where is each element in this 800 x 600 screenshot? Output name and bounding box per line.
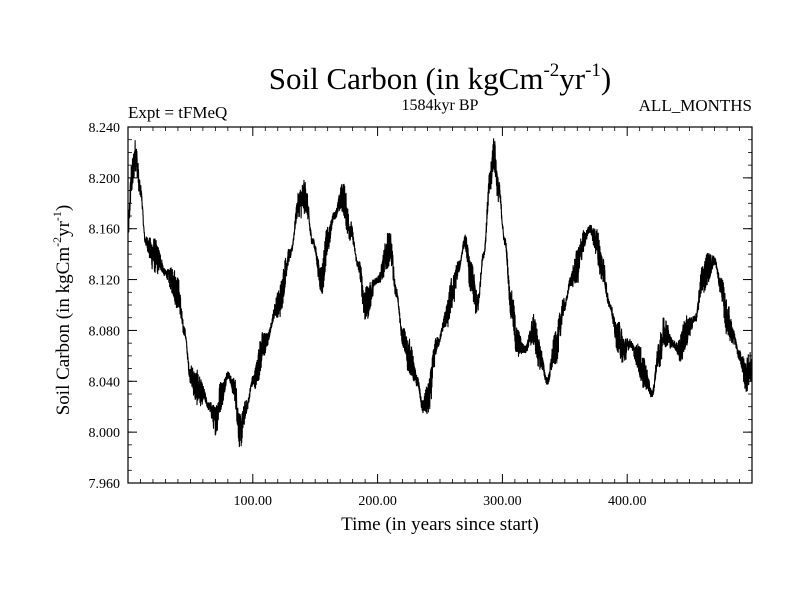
plot-frame xyxy=(127,126,753,484)
x-tick-label: 400.00 xyxy=(608,494,647,509)
soil-carbon-series-line xyxy=(127,138,753,448)
y-tick-label: 7.960 xyxy=(89,477,121,492)
y-tick-label: 8.000 xyxy=(89,426,121,441)
title-sup1: -2 xyxy=(543,60,559,81)
y-tick-label: 8.160 xyxy=(89,223,121,238)
ylabel-mid: yr xyxy=(53,220,74,237)
y-axis-label: Soil Carbon (in kgCm-2yr-1) xyxy=(50,205,74,416)
y-tick-label: 8.200 xyxy=(89,172,121,187)
ylabel-end: ) xyxy=(53,205,74,211)
ylabel-sup2: -1 xyxy=(50,211,64,221)
plot-area xyxy=(127,138,753,448)
title-end: ) xyxy=(601,61,611,96)
y-tick-label: 8.080 xyxy=(89,324,121,339)
title-main: Soil Carbon (in kgCm xyxy=(269,61,544,96)
y-tick-label: 8.120 xyxy=(89,274,121,289)
subtitle-left: Expt = tFMeQ xyxy=(128,103,227,122)
y-tick-label: 8.040 xyxy=(89,375,121,390)
y-tick-label: 8.240 xyxy=(89,121,121,136)
x-axis-label: Time (in years since start) xyxy=(341,514,539,535)
subtitle-right: ALL_MONTHS xyxy=(639,96,752,115)
subtitle-center: 1584kyr BP xyxy=(402,97,479,114)
axis-ticks xyxy=(128,126,752,484)
x-tick-label: 200.00 xyxy=(358,494,397,509)
ylabel-sup1: -2 xyxy=(50,237,64,247)
chart-title: Soil Carbon (in kgCm-2yr-1) xyxy=(269,60,612,96)
title-mid: yr xyxy=(559,61,586,96)
axis-tick-labels: 7.960 8.000 8.040 8.080 8.120 8.160 8.200 8.240… xyxy=(89,121,647,509)
x-tick-label: 100.00 xyxy=(234,494,273,509)
title-sup2: -1 xyxy=(585,60,601,81)
ylabel-main: Soil Carbon (in kgCm xyxy=(53,247,74,416)
x-tick-label: 300.00 xyxy=(483,494,522,509)
